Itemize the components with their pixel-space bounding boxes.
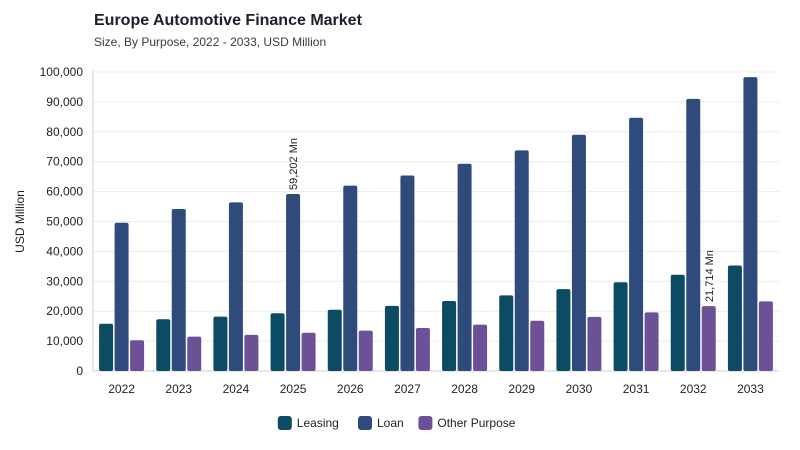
- bar-other-purpose-2028: [473, 324, 488, 371]
- bar-loan-2024: [228, 202, 243, 371]
- legend-swatch-leasing: [277, 416, 292, 430]
- bar-loan-2025: [286, 193, 301, 371]
- x-tick-label: 2022: [108, 382, 135, 396]
- bar-leasing-2033: [727, 265, 742, 371]
- bar-other-purpose-2030: [587, 316, 602, 371]
- y-tick-label: 60,000: [46, 185, 83, 199]
- bar-leasing-2023: [156, 319, 171, 371]
- bar-other-purpose-2026: [358, 330, 373, 371]
- data-label: 59,202 Mn: [288, 138, 300, 190]
- bar-other-purpose-2025: [301, 332, 316, 371]
- x-tick-label: 2032: [680, 382, 707, 396]
- x-tick-label: 2024: [223, 382, 250, 396]
- x-tick-label: 2026: [337, 382, 364, 396]
- chart-subtitle: Size, By Purpose, 2022 - 2033, USD Milli…: [94, 35, 327, 49]
- bar-loan-2027: [400, 175, 415, 371]
- legend-label-leasing: Leasing: [297, 416, 339, 430]
- y-tick-label: 50,000: [46, 215, 83, 229]
- bar-other-purpose-2023: [187, 336, 202, 371]
- y-tick-label: 90,000: [46, 95, 83, 109]
- y-tick-label: 70,000: [46, 155, 83, 169]
- x-tick-label: 2031: [623, 382, 650, 396]
- y-tick-label: 40,000: [46, 244, 83, 258]
- x-tick-label: 2029: [508, 382, 535, 396]
- chart-title: Europe Automotive Finance Market: [94, 12, 362, 29]
- y-tick-label: 80,000: [46, 125, 83, 139]
- bar-leasing-2028: [442, 301, 457, 371]
- y-tick-label: 0: [76, 364, 83, 378]
- bar-other-purpose-2024: [244, 334, 259, 371]
- bar-leasing-2030: [556, 289, 571, 371]
- bar-leasing-2026: [327, 309, 342, 371]
- y-tick-label: 10,000: [46, 334, 83, 348]
- x-tick-label: 2027: [394, 382, 421, 396]
- y-tick-label: 30,000: [46, 274, 83, 288]
- legend-label-loan: Loan: [377, 416, 404, 430]
- bar-loan-2026: [343, 185, 358, 371]
- x-tick-label: 2023: [165, 382, 192, 396]
- legend-swatch-loan: [358, 416, 372, 430]
- bar-leasing-2024: [213, 316, 228, 371]
- bar-other-purpose-2032: [701, 306, 716, 371]
- x-tick-label: 2033: [737, 382, 764, 396]
- bar-leasing-2032: [670, 274, 685, 371]
- legend-label-other-purpose: Other Purpose: [437, 416, 515, 430]
- legend-swatch-other-purpose: [418, 416, 433, 430]
- y-axis-label: USD Million: [13, 190, 27, 253]
- y-tick-label: 100,000: [40, 65, 84, 79]
- bar-loan-2031: [629, 117, 644, 371]
- bar-loan-2030: [571, 134, 586, 371]
- bar-loan-2033: [743, 77, 758, 371]
- x-tick-label: 2025: [280, 382, 307, 396]
- bar-other-purpose-2022: [130, 340, 145, 371]
- bar-loan-2022: [114, 222, 129, 371]
- data-label: 21,714 Mn: [704, 250, 716, 302]
- bar-loan-2028: [457, 163, 472, 371]
- bar-other-purpose-2033: [758, 301, 773, 371]
- bar-loan-2032: [686, 98, 701, 371]
- bar-loan-2029: [514, 150, 529, 371]
- bar-leasing-2022: [99, 323, 114, 371]
- bar-other-purpose-2031: [644, 312, 659, 371]
- bar-other-purpose-2029: [530, 320, 545, 371]
- bar-leasing-2025: [270, 313, 285, 371]
- bar-leasing-2031: [613, 282, 628, 371]
- x-tick-label: 2030: [566, 382, 593, 396]
- bar-loan-2023: [171, 208, 186, 371]
- y-tick-label: 20,000: [46, 304, 83, 318]
- x-tick-label: 2028: [451, 382, 478, 396]
- bar-other-purpose-2027: [415, 327, 430, 371]
- bar-leasing-2027: [384, 305, 399, 371]
- bar-leasing-2029: [499, 295, 514, 371]
